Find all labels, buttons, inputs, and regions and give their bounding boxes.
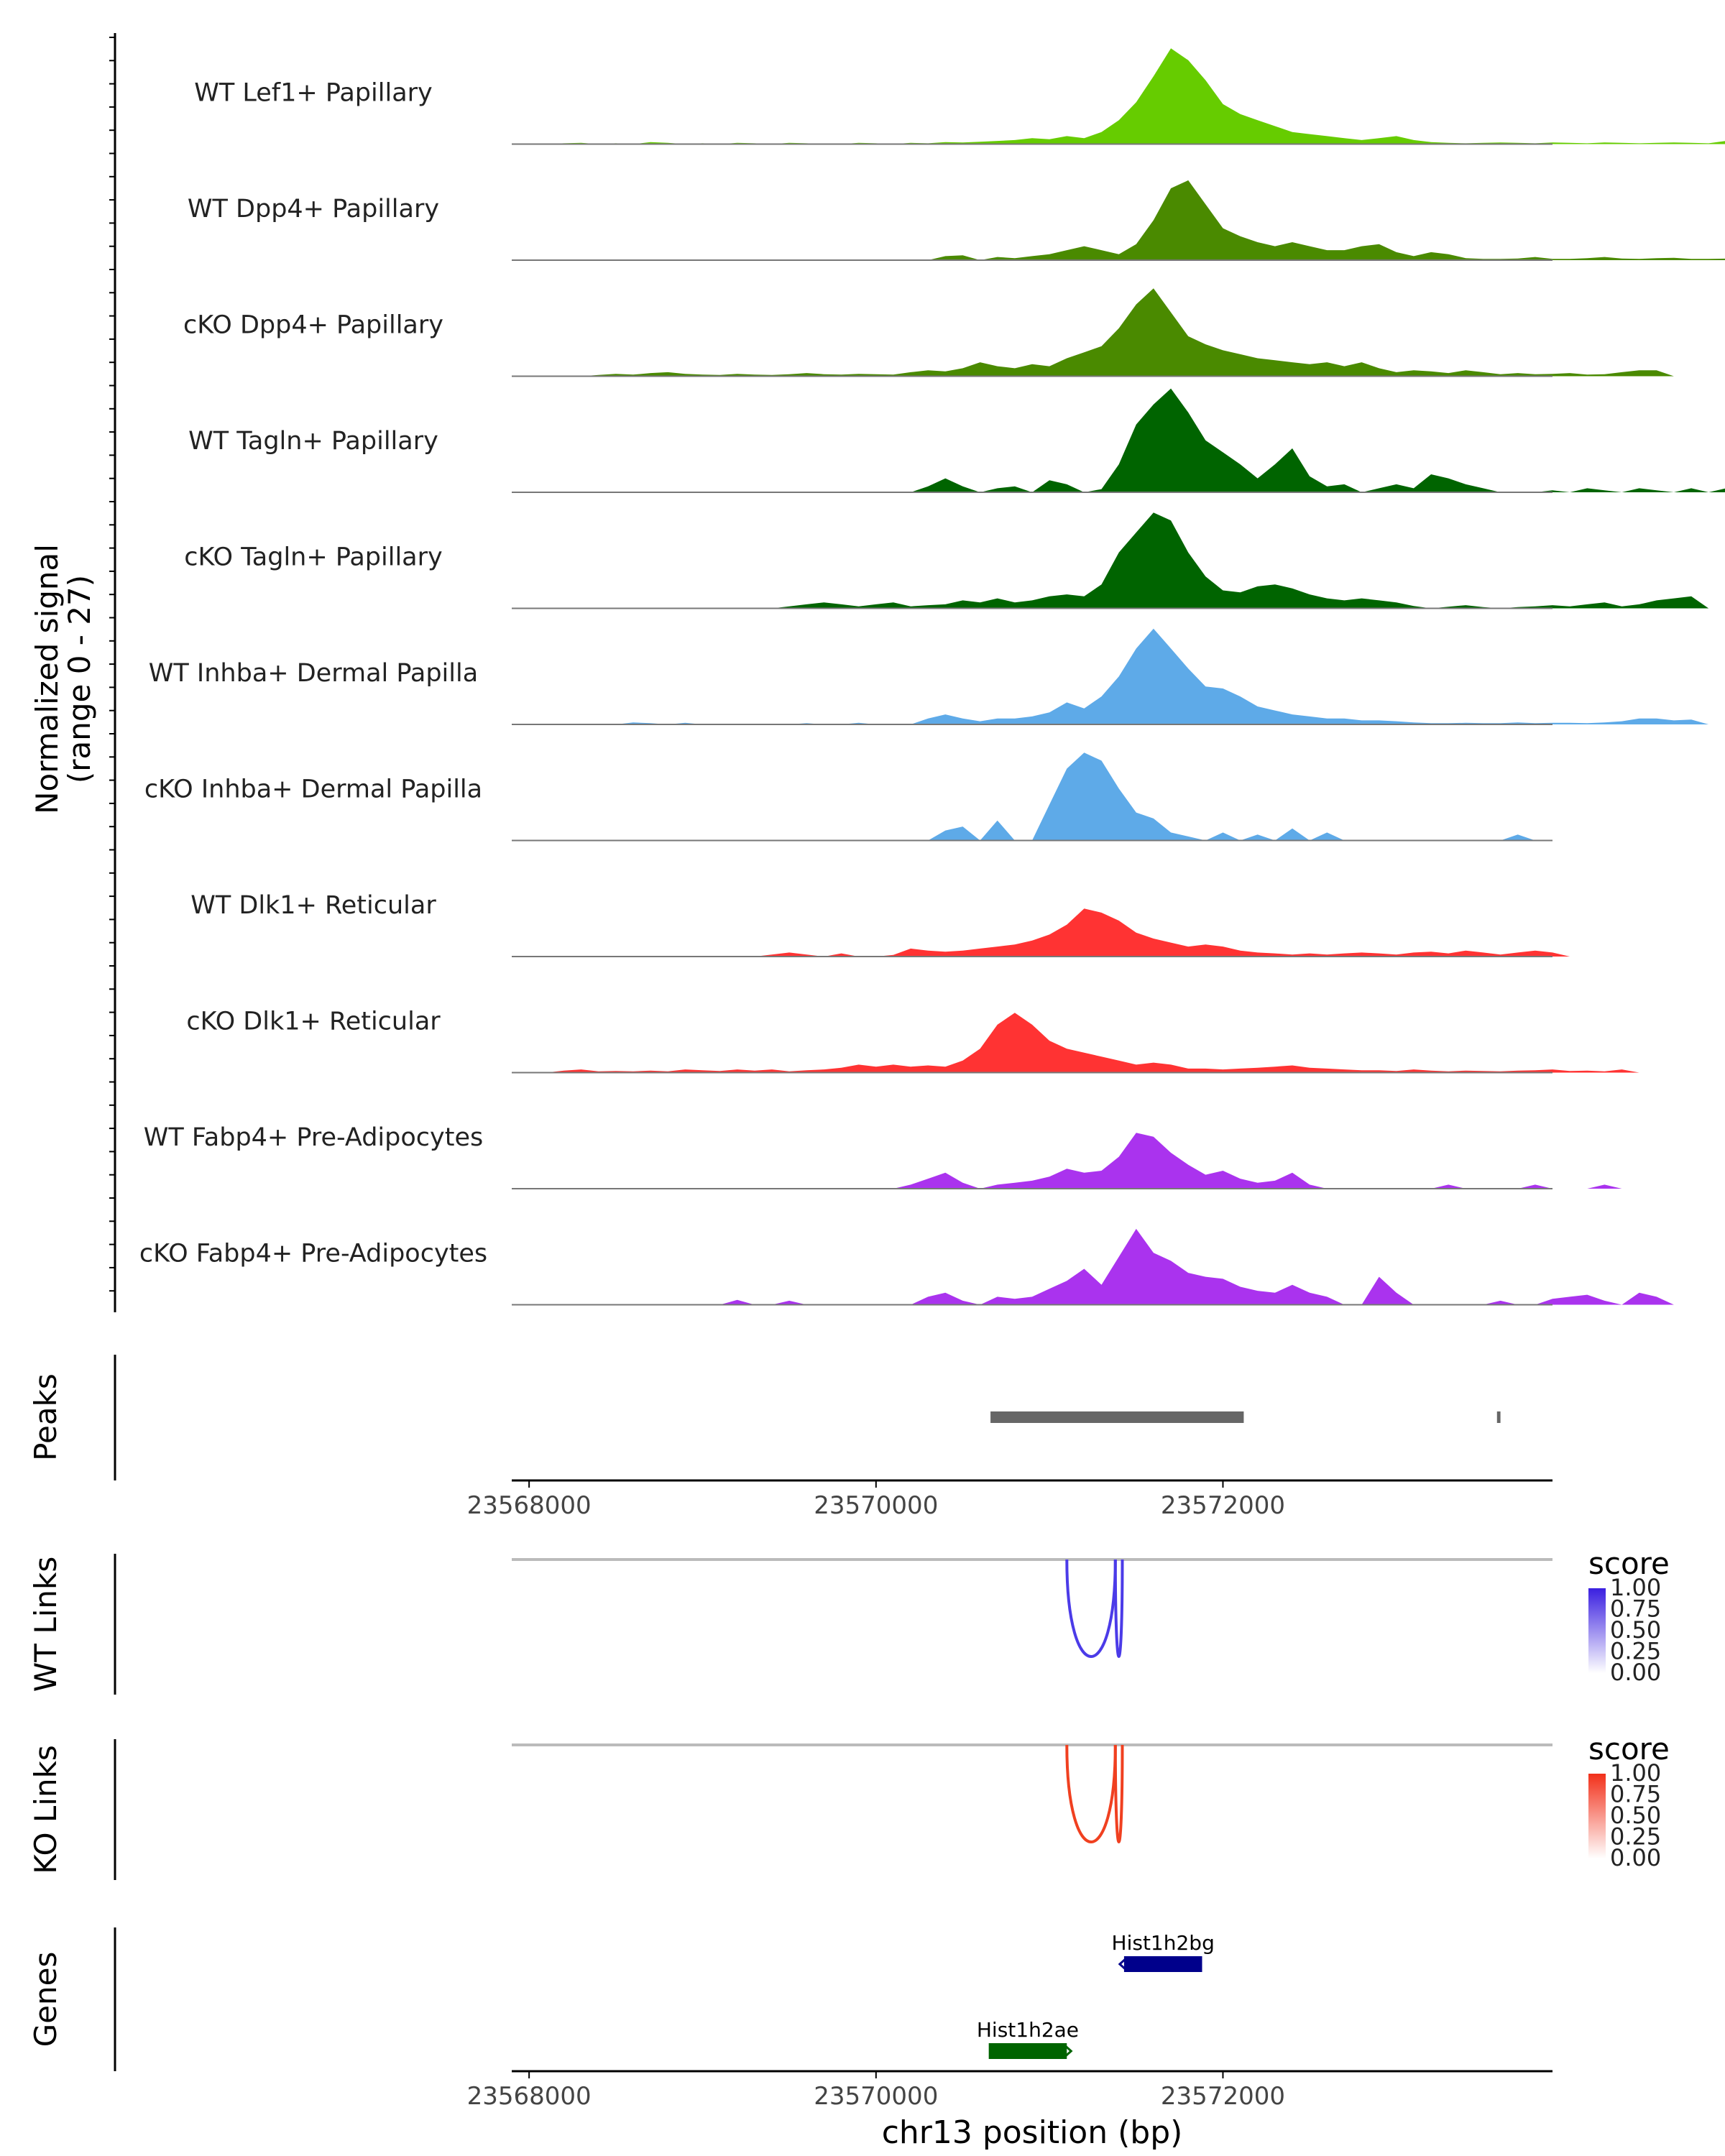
legend-tick-label: 1.00 — [1610, 1759, 1661, 1787]
gene-body — [988, 2043, 1067, 2059]
legend-colorbar — [1588, 1588, 1606, 1673]
peak-bar — [990, 1411, 1244, 1423]
link-arc — [1113, 1744, 1124, 1843]
legend-tick-label: 0.00 — [1610, 1844, 1661, 1871]
peak-bars — [990, 1411, 1501, 1423]
coverage-area — [529, 1013, 1725, 1073]
coverage-track: WT Dlk1+ Reticular — [190, 891, 1725, 957]
legend-tick-label: 0.25 — [1610, 1638, 1661, 1665]
links-panel: KO Links score 0.000.250.500.751.00 — [28, 1731, 1670, 1880]
coverage-track: cKO Dlk1+ Reticular — [186, 1008, 1725, 1074]
links-label: WT Links — [28, 1557, 63, 1692]
legend-tick-label: 0.50 — [1610, 1802, 1661, 1829]
coverage-area — [529, 288, 1725, 377]
legend-colorbar — [1588, 1774, 1606, 1858]
x-tick-label: 23570000 — [814, 1491, 938, 1520]
genes-x-ticks: 23568000 23570000 23572000 — [467, 2071, 1285, 2111]
coverage-area — [529, 388, 1725, 492]
gene-model: Hist1h2bg — [1112, 1931, 1215, 1972]
peaks-panel: Peaks 23568000 23570000 23572000 — [28, 1355, 1552, 1520]
track-label: WT Dpp4+ Papillary — [188, 195, 439, 224]
track-label: cKO Dpp4+ Papillary — [183, 311, 443, 340]
links-panel: WT Links score 0.000.250.500.751.00 — [28, 1546, 1670, 1695]
y-axis-range-label: (range 0 - 27) — [62, 575, 97, 783]
coverage-track: WT Dpp4+ Papillary — [188, 180, 1725, 261]
peaks-x-ticks: 23568000 23570000 23572000 — [467, 1480, 1285, 1520]
x-tick-label: 23572000 — [1161, 2082, 1285, 2111]
coverage-track: WT Tagln+ Papillary — [188, 388, 1725, 493]
strand-arrow — [1118, 1956, 1128, 1972]
link-arc — [1065, 1559, 1117, 1658]
legend-tick-label: 0.75 — [1610, 1595, 1661, 1623]
x-axis-label: chr13 position (bp) — [882, 2114, 1183, 2151]
y-axis-label: Normalized signal — [29, 544, 65, 814]
coverage-track: WT Lef1+ Papillary — [194, 48, 1725, 145]
legend-title: score — [1588, 1546, 1670, 1581]
x-tick-label: 23570000 — [814, 2082, 938, 2111]
legend-tick-label: 0.50 — [1610, 1616, 1661, 1644]
track-label: WT Inhba+ Dermal Papilla — [149, 659, 478, 688]
genes-label: Genes — [28, 1952, 63, 2047]
x-tick-label: 23572000 — [1161, 1491, 1285, 1520]
coverage-y-ticks — [109, 37, 115, 1292]
legend-tick-label: 0.75 — [1610, 1781, 1661, 1808]
coverage-track: WT Fabp4+ Pre-Adipocytes — [144, 1123, 1725, 1189]
x-tick-label: 23568000 — [467, 1491, 592, 1520]
peak-bar — [1496, 1411, 1501, 1423]
peaks-label: Peaks — [28, 1373, 63, 1461]
gene-name: Hist1h2ae — [977, 2018, 1079, 2042]
x-tick-label: 23568000 — [467, 2082, 592, 2111]
coverage-area — [529, 628, 1725, 724]
track-label: cKO Tagln+ Papillary — [184, 543, 443, 572]
track-label: cKO Inhba+ Dermal Papilla — [144, 775, 482, 804]
coverage-area — [529, 48, 1725, 144]
track-label: WT Dlk1+ Reticular — [190, 891, 436, 920]
coverage-area — [529, 180, 1725, 260]
gene-model: Hist1h2ae — [977, 2018, 1079, 2059]
coverage-area — [529, 512, 1725, 609]
coverage-area — [529, 1133, 1725, 1189]
coverage-track: cKO Inhba+ Dermal Papilla — [144, 752, 1725, 842]
legend-tick-label: 0.25 — [1610, 1823, 1661, 1851]
track-label: cKO Dlk1+ Reticular — [186, 1008, 441, 1036]
coverage-track: cKO Tagln+ Papillary — [184, 512, 1725, 609]
coverage-track: cKO Dpp4+ Papillary — [183, 288, 1725, 377]
coverage-area — [529, 1228, 1725, 1305]
track-label: WT Lef1+ Papillary — [194, 79, 433, 108]
genes-panel: Genes Hist1h2bg Hist1h2ae 23568000 2357000… — [28, 1927, 1552, 2151]
legend-title: score — [1588, 1731, 1670, 1766]
gene-name: Hist1h2bg — [1112, 1931, 1215, 1955]
track-label: WT Tagln+ Papillary — [188, 427, 438, 456]
legend-tick-label: 1.00 — [1610, 1574, 1661, 1601]
strand-arrow — [1063, 2043, 1073, 2059]
legend-tick-label: 0.00 — [1610, 1659, 1661, 1686]
coverage-track: WT Inhba+ Dermal Papilla — [149, 628, 1725, 725]
gene-body — [1123, 1956, 1202, 1972]
coverage-area — [529, 908, 1725, 957]
coverage-tracks: WT Lef1+ Papillary WT Dpp4+ Papillary cKO … — [139, 48, 1725, 1306]
link-arc — [1065, 1744, 1117, 1843]
coverage-track: cKO Fabp4+ Pre-Adipocytes — [139, 1228, 1725, 1306]
track-label: cKO Fabp4+ Pre-Adipocytes — [139, 1240, 487, 1268]
track-label: WT Fabp4+ Pre-Adipocytes — [144, 1123, 483, 1152]
coverage-area — [529, 752, 1725, 841]
coverage-panel: WT Lef1+ Papillary WT Dpp4+ Papillary cKO … — [29, 33, 1725, 1312]
link-arc — [1113, 1559, 1124, 1658]
links-label: KO Links — [28, 1745, 63, 1874]
gene-models: Hist1h2bg Hist1h2ae — [977, 1931, 1215, 2059]
